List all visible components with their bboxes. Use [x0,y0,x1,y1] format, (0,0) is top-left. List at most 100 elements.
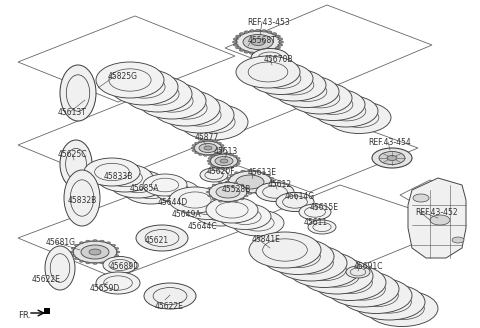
Ellipse shape [214,154,217,155]
Ellipse shape [71,247,75,250]
Ellipse shape [276,35,280,37]
Ellipse shape [301,258,373,294]
Ellipse shape [104,276,132,290]
Text: 45615E: 45615E [310,203,339,212]
Ellipse shape [205,171,223,179]
Ellipse shape [221,147,225,149]
Ellipse shape [64,170,100,226]
Ellipse shape [89,249,101,255]
Text: REF.43-454: REF.43-454 [368,138,411,147]
Ellipse shape [232,41,238,43]
Ellipse shape [225,181,229,183]
Ellipse shape [248,170,252,172]
Ellipse shape [255,170,259,172]
Ellipse shape [245,187,248,189]
Ellipse shape [255,29,261,32]
Ellipse shape [120,175,156,193]
Ellipse shape [218,182,222,184]
Text: REF.43-453: REF.43-453 [247,18,290,27]
Text: 45613T: 45613T [58,108,87,117]
Ellipse shape [266,174,271,176]
Ellipse shape [153,288,187,304]
Ellipse shape [387,155,397,160]
Ellipse shape [302,258,347,281]
Polygon shape [225,5,432,88]
Ellipse shape [50,254,70,282]
Ellipse shape [233,165,238,167]
Ellipse shape [152,90,220,126]
Ellipse shape [226,181,230,183]
Ellipse shape [194,141,222,155]
Ellipse shape [263,186,288,198]
Ellipse shape [229,188,233,190]
Polygon shape [235,185,460,268]
Ellipse shape [219,153,223,154]
Ellipse shape [192,150,196,152]
Ellipse shape [109,259,131,271]
Ellipse shape [209,140,213,142]
Text: 45691C: 45691C [354,262,384,271]
Ellipse shape [272,49,277,51]
Ellipse shape [276,245,320,268]
Ellipse shape [212,184,216,186]
Ellipse shape [239,49,244,51]
Ellipse shape [103,256,137,274]
Ellipse shape [232,210,284,236]
Ellipse shape [108,169,143,187]
Ellipse shape [81,245,109,259]
Ellipse shape [262,30,266,32]
Ellipse shape [339,108,379,127]
Ellipse shape [220,159,228,163]
Text: 45644D: 45644D [158,198,188,207]
Polygon shape [18,93,238,182]
Ellipse shape [107,242,110,244]
Text: 45613E: 45613E [248,168,277,177]
Ellipse shape [328,271,372,294]
Ellipse shape [255,192,259,194]
Ellipse shape [210,154,238,168]
Ellipse shape [278,41,284,43]
Polygon shape [195,106,418,192]
Text: REF.43-452: REF.43-452 [415,208,457,217]
Ellipse shape [115,255,119,256]
Ellipse shape [220,150,224,152]
Text: 45620F: 45620F [207,167,236,176]
Ellipse shape [236,31,280,53]
Ellipse shape [229,208,261,225]
Ellipse shape [66,148,86,180]
Ellipse shape [194,152,199,154]
Ellipse shape [226,177,230,179]
Ellipse shape [220,144,224,146]
Ellipse shape [155,180,199,202]
Ellipse shape [204,140,207,142]
Ellipse shape [278,38,283,40]
Ellipse shape [195,200,247,226]
Text: 45681G: 45681G [46,238,76,247]
Text: 45528B: 45528B [222,185,251,194]
Ellipse shape [192,198,224,215]
Ellipse shape [255,52,261,55]
Ellipse shape [262,69,326,101]
Ellipse shape [145,230,179,246]
Ellipse shape [366,291,438,326]
Ellipse shape [180,104,248,140]
Ellipse shape [271,181,275,183]
Ellipse shape [217,152,221,154]
Ellipse shape [262,190,265,192]
Ellipse shape [256,182,294,201]
Ellipse shape [241,192,245,194]
Ellipse shape [372,148,412,168]
Ellipse shape [205,205,237,221]
Ellipse shape [179,192,211,208]
Ellipse shape [133,181,168,199]
Ellipse shape [115,247,119,250]
Text: 45685A: 45685A [130,184,159,193]
Ellipse shape [276,47,280,49]
Ellipse shape [207,160,211,162]
Ellipse shape [71,255,75,256]
Polygon shape [18,16,235,102]
Ellipse shape [211,155,215,157]
Ellipse shape [165,97,207,119]
Ellipse shape [80,260,84,262]
Ellipse shape [74,258,78,260]
